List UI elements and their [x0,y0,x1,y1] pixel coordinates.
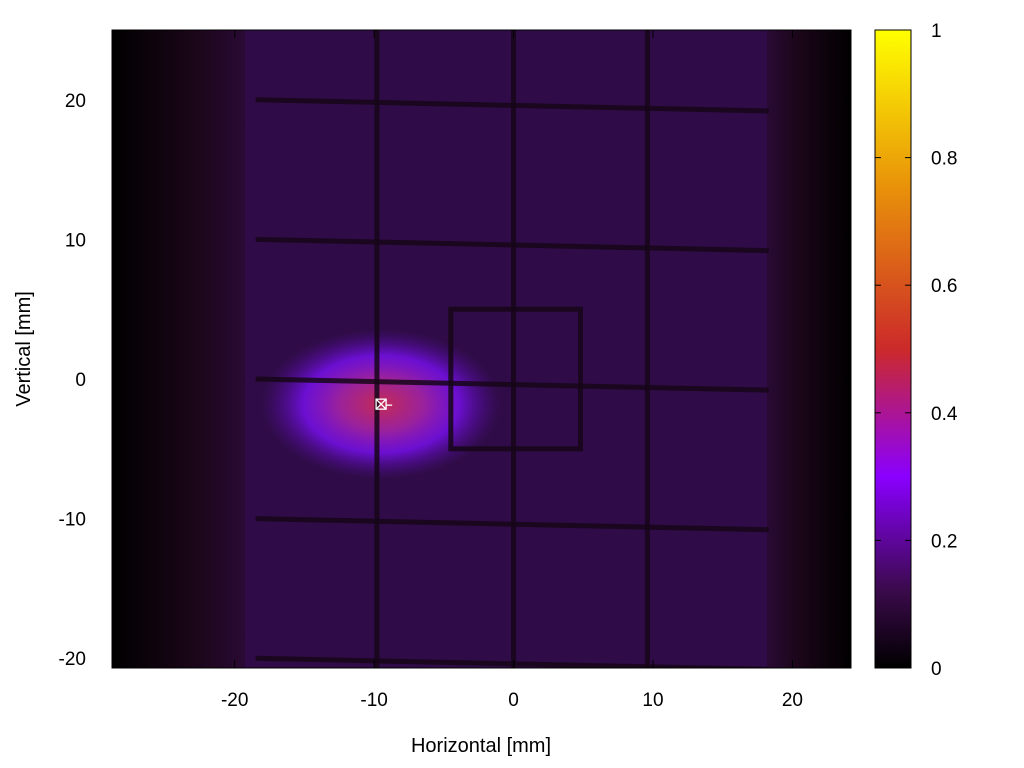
colorbar [874,29,912,669]
y-tick-label: 10 [65,230,86,251]
x-tick-label: -10 [360,690,387,711]
x-axis-title: Horizontal [mm] [411,735,551,757]
x-tick-label: 20 [782,690,803,711]
y-tick-label: 20 [65,91,86,112]
colorbar-tick-label: 0.8 [931,149,957,170]
colorbar-tick-label: 0.2 [931,531,957,552]
marker-square [375,398,387,410]
colorbar-tick-label: 0 [931,659,942,680]
marker-diagonal [375,398,387,410]
heatmap-right-dark-band [766,30,851,668]
y-tick-label: 0 [75,370,86,391]
y-axis-title: Vertical [mm] [13,291,35,407]
heatmap-left-dark-band [112,30,247,668]
y-tick-label: -20 [59,649,86,670]
target-horizontal-line [255,516,769,533]
colorbar-tick-label: 0.4 [931,404,958,425]
centroid-marker [375,398,393,410]
target-horizontal-line [255,97,769,114]
colorbar-tick-label: 0.6 [931,276,957,297]
target-horizontal-line [255,236,769,254]
plot-frame [111,29,852,669]
heatmap-image [112,30,851,668]
y-tick-label: -10 [59,510,86,531]
x-tick-label: 10 [642,690,663,711]
x-tick-label: -20 [221,690,248,711]
target-horizontal-line [255,376,769,393]
colorbar-tick-label: 1 [931,21,942,42]
x-tick-label: 0 [508,690,519,711]
inner-square-outline [448,306,583,452]
